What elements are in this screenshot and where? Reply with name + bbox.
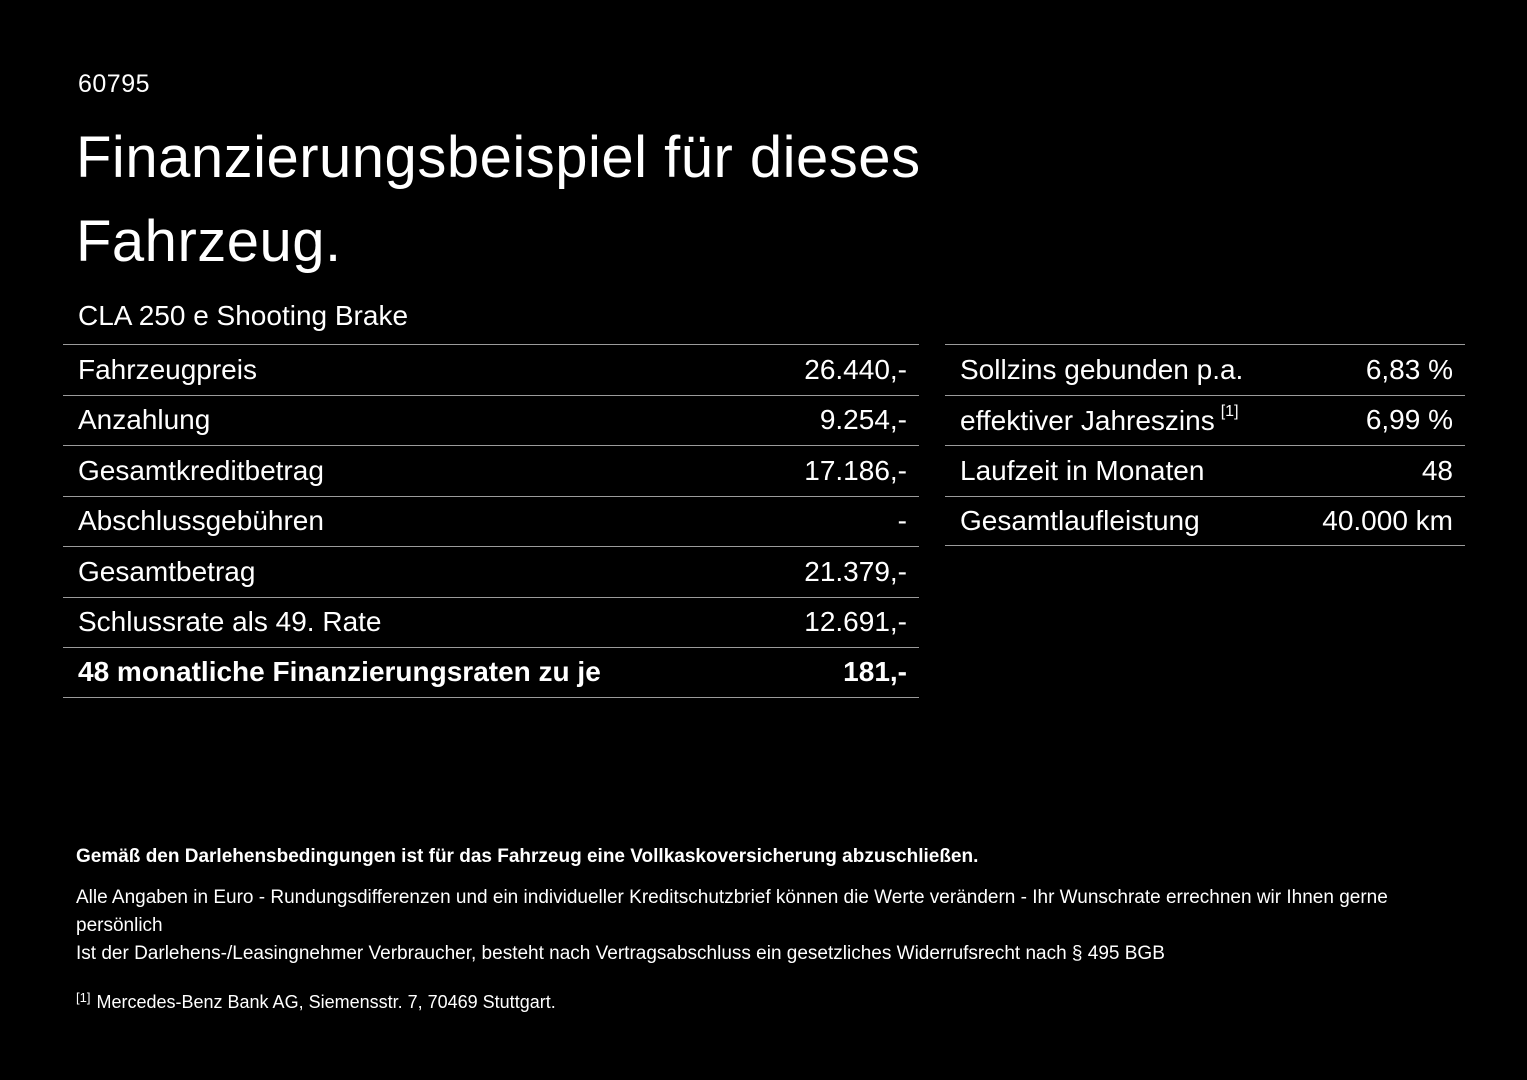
footnote-text: Mercedes-Benz Bank AG, Siemensstr. 7, 70… [96,992,556,1012]
page-title-line-2: Fahrzeug. [76,209,342,274]
footnote-ref-icon: [1] [1220,403,1239,421]
table-row-gesamtbetrag: Gesamtbetrag 21.379,- [63,546,919,597]
row-value: 17.186,- [804,454,907,486]
table-row-gesamtkreditbetrag: Gesamtkreditbetrag 17.186,- [63,445,919,496]
row-label: Gesamtbetrag [78,555,256,587]
row-value: 6,99 % [1365,404,1453,436]
table-row-monatsrate: 48 monatliche Finanzierungsraten zu je 1… [63,647,919,698]
row-value: 21.379,- [804,555,907,587]
row-value: 9.254,- [819,404,907,436]
doc-number: 60795 [78,70,151,98]
row-label: Anzahlung [78,404,211,436]
footnote-marker: [1] [76,990,91,1005]
row-label: Abschlussgebühren [78,505,324,537]
row-value: 6,83 % [1365,353,1453,385]
financing-table-left: Fahrzeugpreis 26.440,- Anzahlung 9.254,-… [63,344,919,698]
table-row-effektiver-jahreszins: effektiver Jahreszins [1] 6,99 % [945,394,1465,446]
row-value: 12.691,- [804,606,907,638]
row-value: 26.440,- [804,353,907,385]
row-label: 48 monatliche Finanzierungsraten zu je [78,656,601,688]
row-label: Laufzeit in Monaten [960,454,1205,486]
page-title: Finanzierungsbeispiel für dieses Fahrzeu… [76,116,921,284]
row-label: Fahrzeugpreis [78,353,257,385]
page-title-line-1: Finanzierungsbeispiel für dieses [76,125,921,190]
row-label: Sollzins gebunden p.a. [960,353,1244,385]
table-row-schlussrate: Schlussrate als 49. Rate 12.691,- [63,596,919,648]
table-row-sollzins: Sollzins gebunden p.a. 6,83 % [945,344,1465,395]
table-row-laufzeit: Laufzeit in Monaten 48 [945,445,1465,496]
row-value: 181,- [843,656,907,688]
footer: Gemäß den Darlehensbedingungen ist für d… [76,846,1466,1013]
table-row-gesamtlaufleistung: Gesamtlaufleistung 40.000 km [945,495,1465,546]
footer-footnote: [1] Mercedes-Benz Bank AG, Siemensstr. 7,… [76,990,1466,1013]
table-row-anzahlung: Anzahlung 9.254,- [63,394,919,446]
row-value: 40.000 km [1322,504,1453,536]
financing-table-right: Sollzins gebunden p.a. 6,83 % effektiver… [945,344,1465,546]
row-value: 48 [1421,454,1453,486]
footer-note-1: Alle Angaben in Euro - Rundungsdifferenz… [76,887,1388,936]
row-label: effektiver Jahreszins [1] [960,403,1239,437]
table-row-abschlussgebuehren: Abschlussgebühren - [63,495,919,547]
row-label: Gesamtkreditbetrag [78,454,324,486]
row-value: - [897,505,907,537]
row-label: Gesamtlaufleistung [960,504,1200,536]
footer-insurance-note: Gemäß den Darlehensbedingungen ist für d… [76,846,979,867]
footer-note-2: Ist der Darlehens-/Leasingnehmer Verbrau… [76,943,1165,964]
table-row-fahrzeugpreis: Fahrzeugpreis 26.440,- [63,344,919,395]
row-label: Schlussrate als 49. Rate [78,606,382,638]
vehicle-name: CLA 250 e Shooting Brake [78,300,409,331]
row-label-text: effektiver Jahreszins [960,405,1215,437]
